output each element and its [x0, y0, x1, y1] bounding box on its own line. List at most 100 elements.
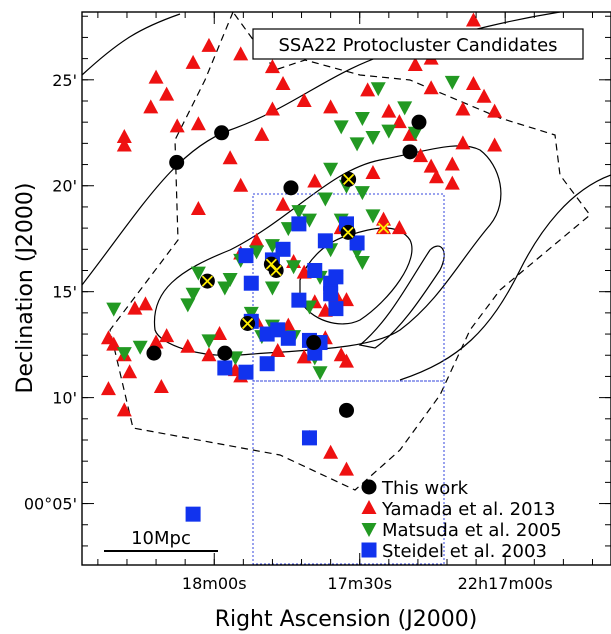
- point-steidel-4: [291, 216, 307, 232]
- point-yamada-24: [444, 156, 460, 171]
- point-yamada-16: [323, 99, 339, 114]
- point-steidel-1: [243, 275, 259, 291]
- point-yamada-35: [407, 56, 423, 71]
- highlight-cross-5: [342, 226, 354, 238]
- point-matsuda-12: [354, 186, 370, 201]
- legend-marker-0: [361, 479, 377, 495]
- x-tick-label-0: 18m00s: [182, 574, 247, 593]
- point-yamada-18: [381, 103, 397, 118]
- point-yamada-60: [159, 328, 175, 343]
- point-yamada-11: [201, 37, 217, 52]
- survey-boundary: [109, 12, 591, 491]
- highlight-cross-1: [342, 173, 355, 186]
- point-matsuda-1: [349, 137, 365, 152]
- point-matsuda-28: [180, 298, 196, 313]
- point-steidel-3: [275, 241, 291, 257]
- point-yamada-45: [249, 232, 265, 247]
- y-tick-label-2: 15': [52, 283, 77, 302]
- point-yamada-61: [180, 338, 196, 353]
- point-steidel-23: [259, 356, 275, 372]
- point-matsuda-10: [323, 162, 339, 177]
- point-yamada-73: [100, 381, 116, 396]
- highlight-cross-0: [201, 275, 214, 287]
- point-yamada-3: [143, 99, 159, 114]
- point-yamada-56: [122, 364, 138, 379]
- point-steidel-5: [307, 262, 323, 278]
- tick-labels: 25' 20' 15' 10' 00°05' 18m00s 17m30s 22h17m00s: [24, 71, 553, 593]
- point-matsuda-23: [185, 287, 201, 302]
- field-box-lower: [252, 380, 445, 565]
- legend-label-0: This work: [381, 478, 469, 499]
- point-yamada-10: [264, 101, 280, 116]
- point-yamada-0: [148, 69, 164, 84]
- point-yamada-28: [487, 103, 503, 118]
- contour-overlay: [82, 12, 611, 565]
- highlight-cross-3: [270, 264, 282, 277]
- legend-marker-2: [361, 523, 377, 537]
- point-matsuda-26: [116, 347, 132, 362]
- data-points: [100, 12, 503, 522]
- point-yamada-67: [270, 343, 286, 358]
- point-yamada-14: [275, 76, 291, 91]
- point-yamada-78: [339, 461, 354, 476]
- point-yamada-6: [116, 137, 132, 152]
- point-steidel-10: [349, 235, 365, 251]
- point-yamada-59: [148, 334, 164, 349]
- point-yamada-17: [360, 82, 376, 97]
- point-matsuda-8: [444, 75, 460, 90]
- point-yamada-41: [376, 211, 392, 226]
- point-this-work-5: [402, 144, 418, 160]
- point-matsuda-43: [264, 281, 280, 296]
- point-steidel-14: [280, 330, 296, 346]
- point-yamada-32: [423, 80, 439, 95]
- legend-label-3: Steidel et al. 2003: [382, 541, 547, 562]
- point-yamada-22: [423, 158, 439, 173]
- inner-contour-3: [358, 245, 445, 349]
- point-matsuda-0: [333, 120, 349, 135]
- y-tick-label-3: 10': [52, 389, 77, 408]
- point-matsuda-2: [365, 131, 381, 146]
- axis-ticks: [82, 12, 611, 565]
- y-tick-label-4: 00°05': [24, 495, 77, 514]
- plot-frame: [81, 11, 611, 566]
- x-tick-label-1: 17m30s: [327, 574, 392, 593]
- legend-marker-3: [361, 542, 377, 558]
- point-steidel-22: [238, 364, 254, 380]
- point-this-work-4: [411, 114, 427, 130]
- point-matsuda-45: [354, 256, 370, 271]
- legend-marker-1: [361, 500, 377, 514]
- y-axis-title: Declination (J2000): [13, 183, 38, 394]
- point-matsuda-5: [381, 124, 397, 139]
- point-yamada-33: [465, 12, 481, 27]
- field-box-upper: [252, 193, 445, 382]
- point-steidel-15: [291, 292, 307, 308]
- point-steidel-19: [323, 286, 339, 302]
- scale-bar-label: 10Mpc: [131, 528, 191, 549]
- highlight-cross-6: [377, 222, 390, 234]
- title-box: [252, 28, 584, 60]
- point-this-work-13: [217, 345, 233, 361]
- y-tick-label-1: 20': [52, 177, 77, 196]
- point-yamada-58: [137, 296, 153, 311]
- point-yamada-75: [153, 379, 169, 394]
- point-yamada-38: [307, 173, 323, 188]
- point-this-work-12: [146, 345, 162, 361]
- point-matsuda-13: [317, 192, 333, 207]
- point-matsuda-4: [370, 82, 386, 97]
- point-yamada-13: [264, 59, 280, 74]
- point-yamada-43: [190, 201, 206, 216]
- highlight-cross-4: [241, 317, 254, 330]
- point-yamada-62: [201, 347, 217, 362]
- highlight-cross-2: [265, 258, 278, 270]
- point-yamada-72: [339, 353, 354, 368]
- point-this-work-0: [169, 154, 185, 170]
- point-matsuda-25: [106, 302, 122, 317]
- chart-title: SSA22 Protocluster Candidates: [278, 35, 557, 56]
- point-yamada-40: [365, 165, 381, 180]
- point-steidel-20: [328, 301, 344, 317]
- point-matsuda-21: [222, 272, 238, 287]
- point-yamada-26: [465, 76, 481, 91]
- point-yamada-23: [428, 169, 444, 184]
- point-matsuda-24: [190, 266, 206, 281]
